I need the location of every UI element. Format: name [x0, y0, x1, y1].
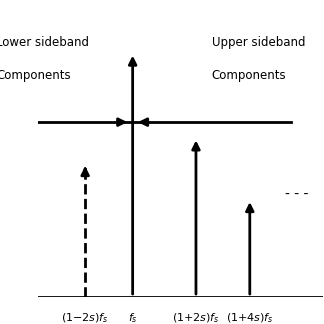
Text: Components: Components	[0, 69, 71, 82]
Text: $(1{-}2s)f_s$: $(1{-}2s)f_s$	[61, 311, 109, 324]
Text: Components: Components	[212, 69, 286, 82]
Text: - - -: - - -	[284, 187, 308, 201]
Text: $(1{+}2s)f_s$: $(1{+}2s)f_s$	[172, 311, 220, 324]
Text: $f_s$: $f_s$	[128, 311, 138, 324]
Text: Upper sideband: Upper sideband	[212, 36, 305, 49]
Text: $(1{+}4s)f_s$: $(1{+}4s)f_s$	[226, 311, 274, 324]
Text: Lower sideband: Lower sideband	[0, 36, 89, 49]
